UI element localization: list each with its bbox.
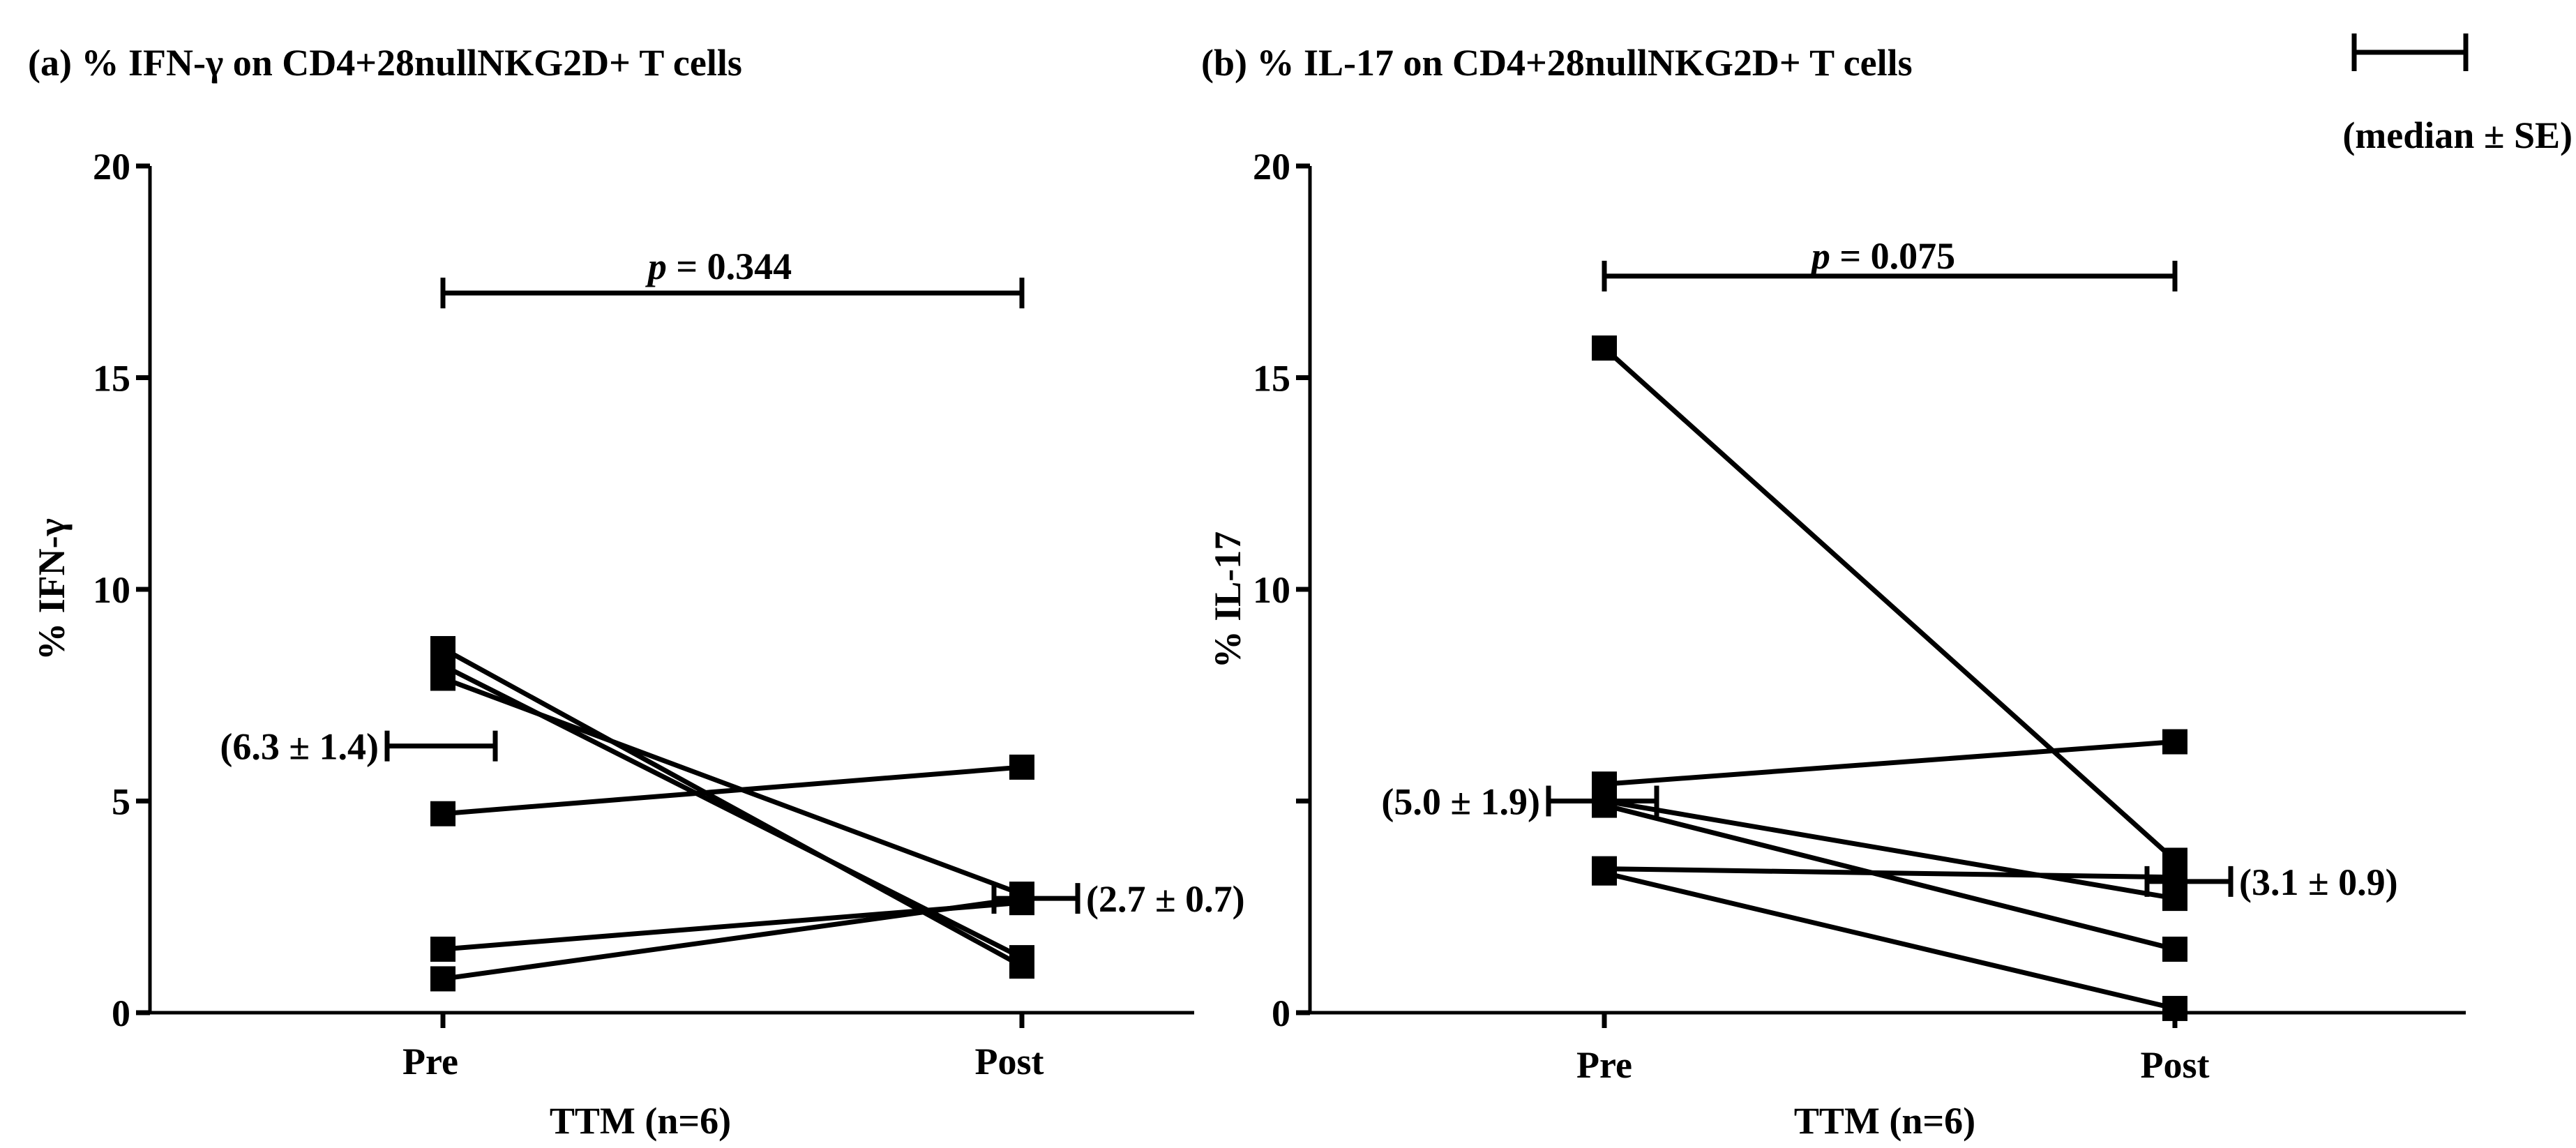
panel-b-series-1 bbox=[1592, 335, 2187, 873]
panel-a-p-value: p = 0.344 bbox=[645, 246, 792, 287]
panel-a-series-3 bbox=[430, 665, 1034, 907]
panel-b-p-symbol: p bbox=[1809, 235, 1830, 277]
panel-a-series-6 bbox=[430, 886, 1034, 992]
panel-b-p-number: = 0.075 bbox=[1830, 235, 1955, 277]
panel-a-xtick-label-post: Post bbox=[975, 1041, 1044, 1082]
panel-a-p-number: = 0.344 bbox=[667, 246, 792, 287]
panel-a-data-point bbox=[1009, 945, 1034, 971]
panel-b: (b) % IL-17 on CD4+28nullNKG2D+ T cells … bbox=[1201, 42, 2466, 1142]
panel-b-p-value: p = 0.075 bbox=[1809, 235, 1955, 277]
panel-b-summary-post: (3.1 ± 0.9) bbox=[2144, 861, 2398, 903]
panel-a-ytick-label: 20 bbox=[93, 146, 130, 188]
panel-a-data-point bbox=[430, 966, 455, 992]
panel-a-ytick-label: 0 bbox=[112, 992, 130, 1034]
panel-a-series-4 bbox=[430, 754, 1034, 826]
panel-b-data-point bbox=[2162, 729, 2187, 755]
panel-b-xtick-label-post: Post bbox=[2141, 1044, 2210, 1086]
panel-b-data-point bbox=[1592, 335, 1617, 361]
panel-b-ytick-label: 0 bbox=[1272, 992, 1290, 1034]
panel-a-data-point bbox=[430, 665, 455, 691]
panel-a-xtick-label-pre: Pre bbox=[402, 1041, 458, 1082]
panel-b-series-line bbox=[1604, 870, 2176, 1011]
panel-a-series-line bbox=[442, 676, 1023, 897]
panel-a: (a) % IFN-γ on CD4+28nullNKG2D+ T cells … bbox=[28, 42, 1245, 1142]
panel-b-series-line bbox=[1604, 803, 2176, 952]
panel-b-data-point bbox=[2162, 936, 2187, 962]
legend: (median ± SE) bbox=[2342, 33, 2573, 156]
panel-b-summary-pre: (5.0 ± 1.9) bbox=[1381, 781, 1659, 823]
panel-b-series-line bbox=[1604, 866, 2176, 880]
panel-a-ytick-label: 15 bbox=[93, 358, 130, 400]
panel-a-summary-label: (6.3 ± 1.4) bbox=[220, 726, 379, 768]
panel-a-data-point bbox=[430, 936, 455, 962]
panel-b-summary-label: (3.1 ± 0.9) bbox=[2239, 861, 2398, 903]
panel-a-summary-pre: (6.3 ± 1.4) bbox=[220, 726, 498, 768]
panel-b-ytick-label: 10 bbox=[1253, 569, 1290, 611]
panel-a-data-point bbox=[1009, 754, 1034, 780]
panel-a-summary-label: (2.7 ± 0.7) bbox=[1086, 878, 1245, 920]
panel-a-ytick-label: 10 bbox=[93, 569, 130, 611]
panel-a-p-bracket bbox=[440, 278, 1025, 309]
panel-b-ytick-label: 20 bbox=[1253, 146, 1290, 188]
panel-b-series-line bbox=[1604, 799, 2176, 901]
legend-errorbar-icon bbox=[2351, 33, 2469, 71]
panel-a-title: (a) % IFN-γ on CD4+28nullNKG2D+ T cells bbox=[28, 42, 742, 84]
panel-a-y-axis-label: % IFN-γ bbox=[31, 518, 73, 660]
panel-b-data-point bbox=[2162, 995, 2187, 1021]
panel-b-x-axis-label: TTM (n=6) bbox=[1794, 1100, 1975, 1142]
panel-b-data-point bbox=[2162, 886, 2187, 912]
panel-b-title: (b) % IL-17 on CD4+28nullNKG2D+ T cells bbox=[1201, 42, 1913, 84]
panel-b-ytick-label: 15 bbox=[1253, 358, 1290, 400]
panel-a-data-point bbox=[430, 801, 455, 826]
panel-a-series-line bbox=[442, 896, 1023, 981]
panel-a-p-symbol: p bbox=[645, 246, 667, 287]
panel-a-ytick-label: 5 bbox=[112, 781, 130, 823]
panel-b-series-3 bbox=[1592, 788, 2187, 912]
panel-b-data-point bbox=[1592, 860, 1617, 886]
panel-b-series-4 bbox=[1592, 792, 2187, 962]
panel-b-series-line bbox=[1604, 739, 2176, 787]
panel-a-x-axis-label: TTM (n=6) bbox=[550, 1100, 731, 1142]
panel-b-data-point bbox=[1592, 792, 1617, 818]
panel-b-data-point bbox=[2162, 864, 2187, 890]
panel-b-p-bracket bbox=[1602, 260, 2178, 292]
panel-b-series-6 bbox=[1592, 860, 2187, 1021]
panel-b-xtick-label-pre: Pre bbox=[1576, 1044, 1632, 1086]
panel-b-y-axis-label: % IL-17 bbox=[1207, 531, 1249, 669]
panel-b-series-2 bbox=[1592, 729, 2187, 797]
panel-a-series-line bbox=[442, 764, 1023, 817]
panel-a-summary-post: (2.7 ± 0.7) bbox=[991, 878, 1245, 920]
legend-label: (median ± SE) bbox=[2342, 114, 2573, 156]
panel-b-series-line bbox=[1602, 346, 2177, 863]
panel-b-summary-label: (5.0 ± 1.9) bbox=[1381, 781, 1540, 823]
